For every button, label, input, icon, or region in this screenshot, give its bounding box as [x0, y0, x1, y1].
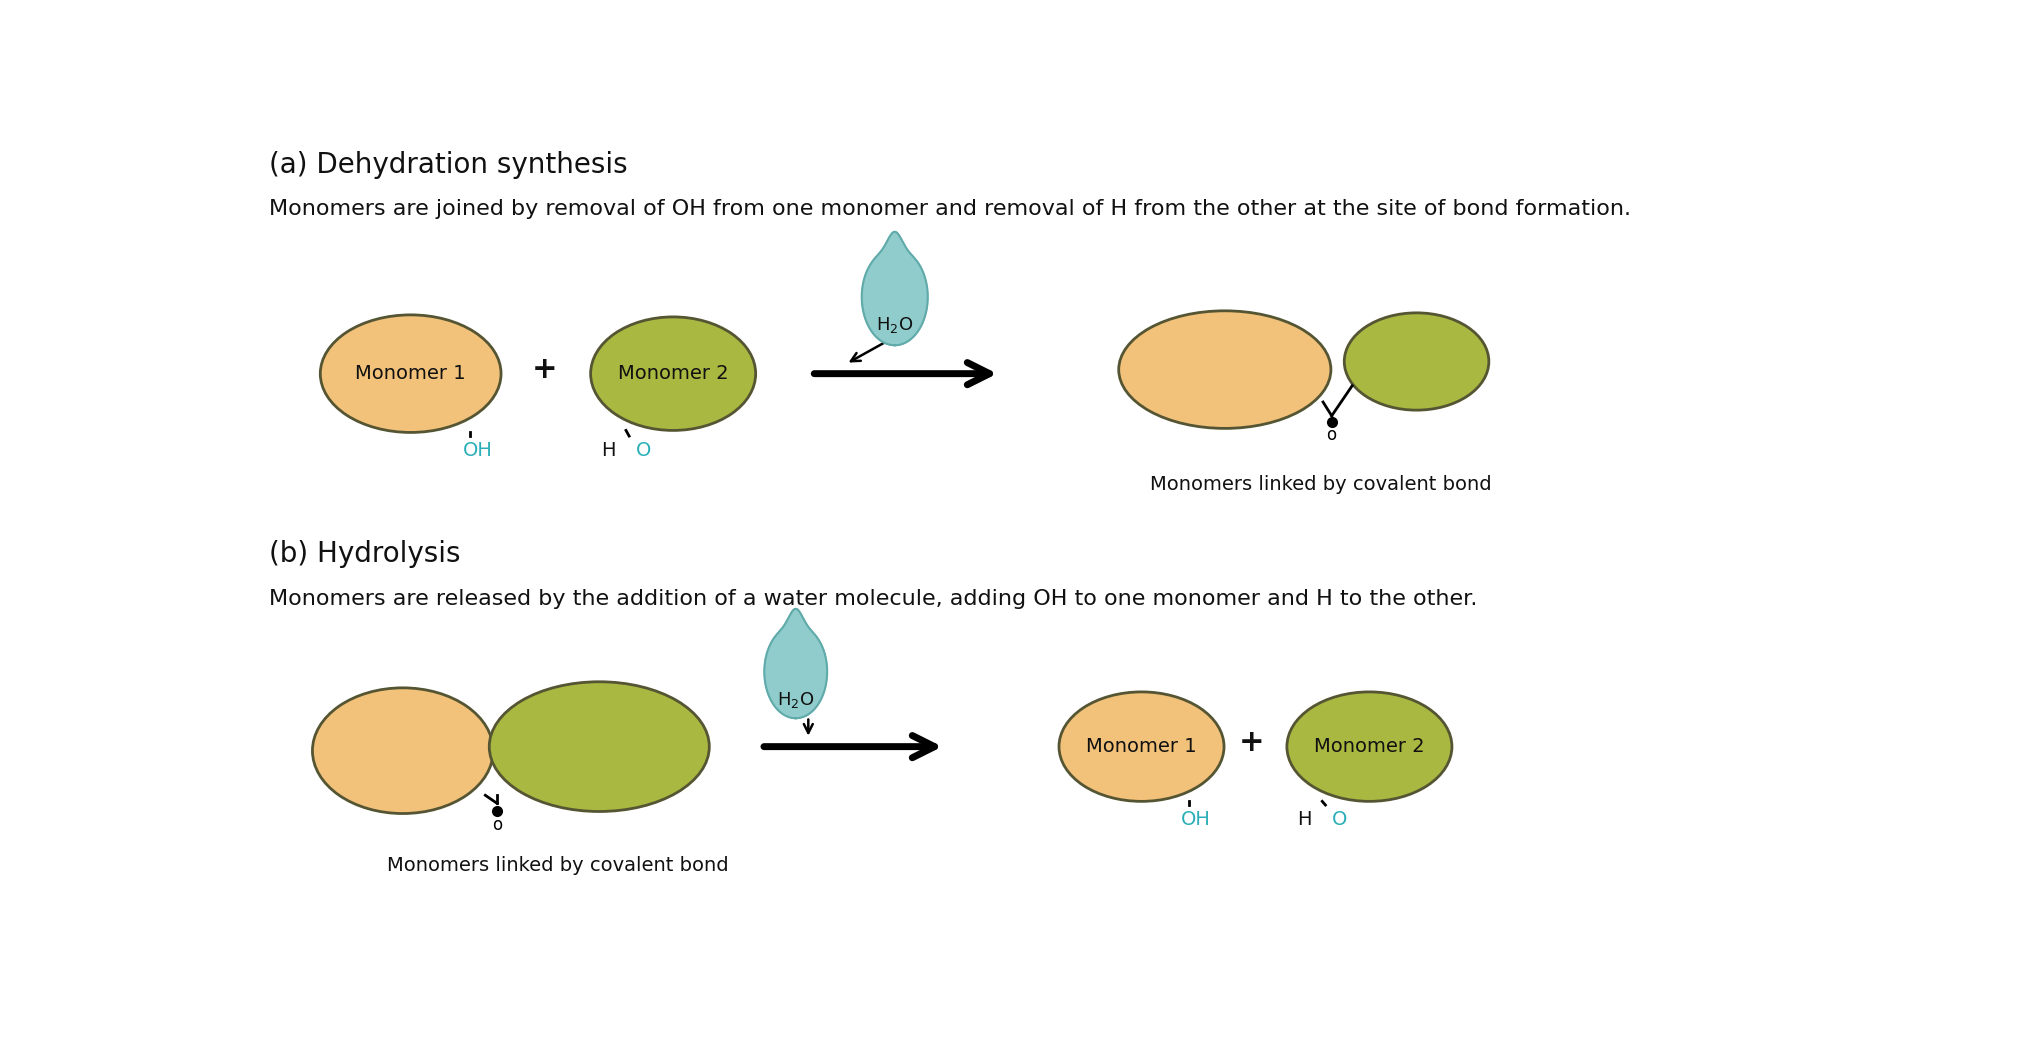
Text: Monomers are released by the addition of a water molecule, adding OH to one mono: Monomers are released by the addition of…	[270, 589, 1478, 609]
Text: +: +	[531, 355, 558, 384]
Text: (b) Hydrolysis: (b) Hydrolysis	[270, 540, 460, 568]
Ellipse shape	[1059, 692, 1225, 801]
Ellipse shape	[320, 315, 501, 433]
Text: Monomers linked by covalent bond: Monomers linked by covalent bond	[1150, 475, 1491, 494]
Ellipse shape	[489, 681, 710, 812]
Text: Monomers linked by covalent bond: Monomers linked by covalent bond	[387, 856, 728, 875]
Text: H$_2$O: H$_2$O	[876, 315, 913, 335]
Polygon shape	[862, 232, 927, 345]
Text: Monomers are joined by removal of OH from one monomer and removal of H from the : Monomers are joined by removal of OH fro…	[270, 199, 1631, 219]
Text: Monomer 2: Monomer 2	[1314, 737, 1426, 756]
Text: (a) Dehydration synthesis: (a) Dehydration synthesis	[270, 151, 629, 179]
Text: H$_2$O: H$_2$O	[777, 691, 815, 711]
Ellipse shape	[312, 688, 493, 814]
Text: Monomer 2: Monomer 2	[619, 364, 728, 383]
Text: o: o	[1326, 426, 1336, 444]
Text: OH: OH	[462, 441, 493, 460]
Polygon shape	[765, 609, 827, 718]
Text: O: O	[635, 441, 651, 460]
Text: H: H	[600, 441, 614, 460]
Text: OH: OH	[1180, 810, 1211, 829]
Ellipse shape	[1288, 692, 1452, 801]
Text: Monomer 1: Monomer 1	[1087, 737, 1197, 756]
Ellipse shape	[1119, 311, 1330, 429]
Text: o: o	[493, 815, 503, 834]
Text: O: O	[1332, 810, 1347, 829]
Ellipse shape	[590, 317, 756, 431]
Text: H: H	[1298, 810, 1312, 829]
Text: Monomer 1: Monomer 1	[355, 364, 466, 383]
Ellipse shape	[1345, 313, 1489, 411]
Text: +: +	[1239, 728, 1263, 757]
